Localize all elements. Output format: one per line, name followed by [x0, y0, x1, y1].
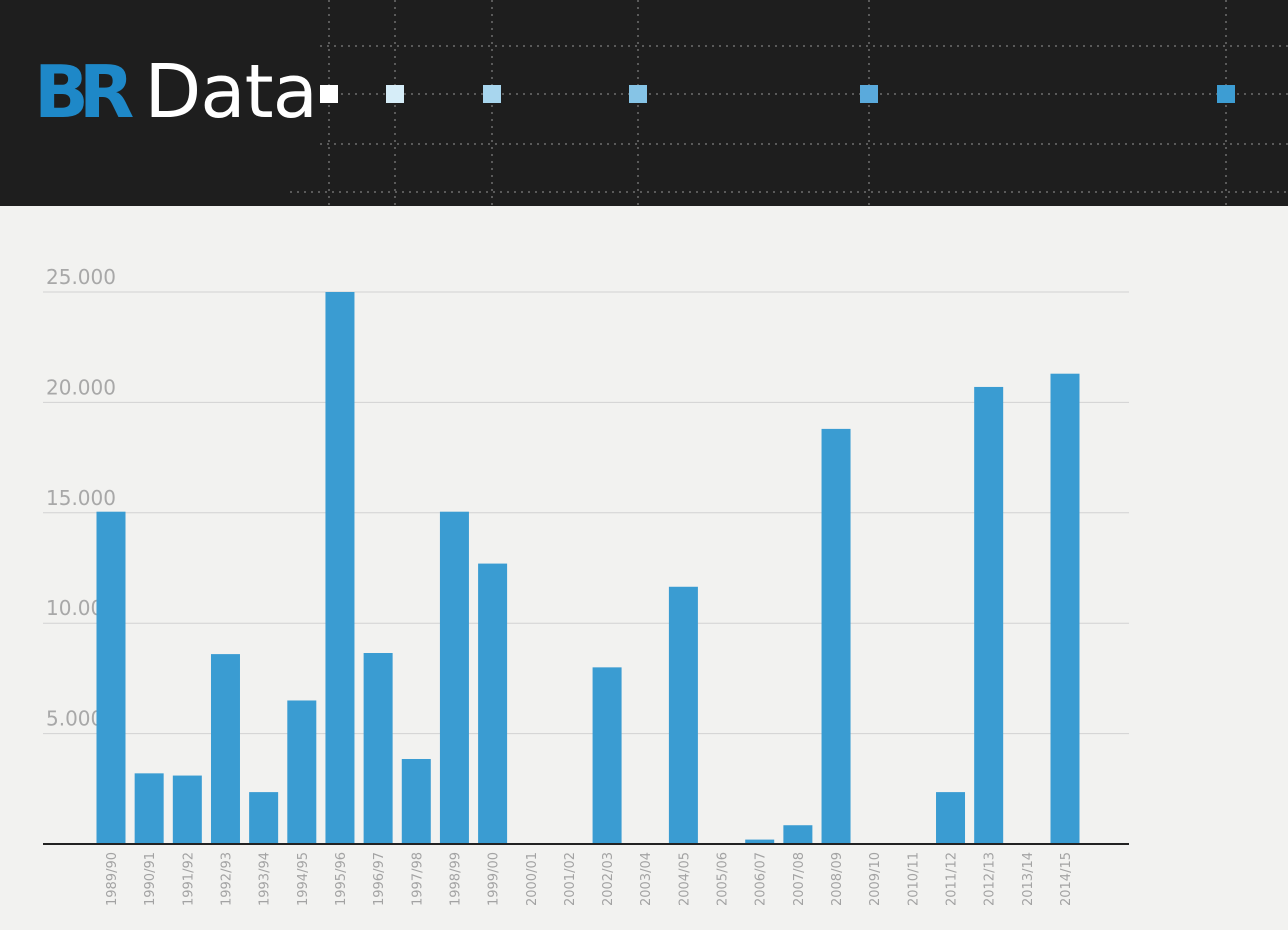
x-tick-label: 2013/14	[1021, 852, 1036, 906]
logo-br: BR	[34, 50, 134, 134]
x-tick-label: 2002/03	[601, 852, 616, 906]
bar-2007-08	[783, 825, 813, 844]
bar-1998-99	[439, 511, 469, 844]
header-banner: BR Data	[0, 0, 1288, 206]
x-tick-label: 1994/95	[296, 852, 311, 906]
x-tick-label: 1991/92	[181, 852, 196, 906]
bar-2011-12	[936, 792, 966, 844]
bar-1991-92	[172, 775, 202, 844]
bar-2002-03	[592, 667, 622, 844]
header-marker	[483, 85, 501, 103]
y-tick-label: 25.000	[46, 265, 116, 289]
bar-1996-97	[363, 653, 393, 844]
x-tick-label: 1995/96	[334, 852, 349, 906]
y-tick-label: 20.000	[46, 375, 116, 399]
x-tick-label: 2005/06	[716, 852, 731, 906]
header-marker	[629, 85, 647, 103]
bar-1997-98	[401, 758, 431, 844]
x-tick-label: 2014/15	[1059, 852, 1074, 906]
x-tick-label: 1998/99	[448, 852, 463, 906]
x-tick-label: 2003/04	[639, 852, 654, 906]
x-tick-label: 2011/12	[945, 852, 960, 906]
header-marker	[386, 85, 404, 103]
x-tick-label: 1993/94	[258, 852, 273, 906]
y-tick-label: 15.000	[46, 486, 116, 510]
x-tick-label: 2004/05	[677, 852, 692, 906]
x-tick-label: 2006/07	[754, 852, 769, 906]
x-tick-label: 2001/02	[563, 852, 578, 906]
x-tick-label: 1989/90	[105, 852, 120, 906]
x-tick-label: 1996/97	[372, 852, 387, 906]
x-tick-label: 2012/13	[983, 852, 998, 906]
x-tick-label: 2000/01	[525, 852, 540, 906]
x-tick-label: 1990/91	[143, 852, 158, 906]
x-tick-label: 2010/11	[906, 852, 921, 906]
logo-data: Data	[144, 49, 318, 135]
x-tick-label: 2007/08	[792, 852, 807, 906]
bar-1990-91	[134, 773, 164, 844]
x-tick-label: 1997/98	[410, 852, 425, 906]
bar-2014-15	[1050, 373, 1080, 844]
bar-2008-09	[821, 428, 851, 844]
header-marker	[860, 85, 878, 103]
bar-2006-07	[745, 839, 775, 844]
bar-2012-13	[974, 386, 1004, 844]
bar-1994-95	[287, 700, 317, 844]
bar-1993-94	[249, 792, 279, 844]
x-tick-label: 2008/09	[830, 852, 845, 906]
header-marker	[1217, 85, 1235, 103]
y-tick-label: 5.000	[46, 707, 103, 731]
x-tick-label: 1992/93	[219, 852, 234, 906]
header-marker	[320, 85, 338, 103]
bar-1989-90	[96, 511, 126, 844]
x-tick-label: 2009/10	[868, 852, 883, 906]
bar-1995-96	[325, 292, 355, 844]
x-tick-label: 1999/00	[487, 852, 502, 906]
bar-2004-05	[668, 586, 698, 844]
bar-1992-93	[210, 654, 240, 844]
bar-1999-00	[478, 563, 508, 844]
dotted-grid-decoration	[290, 0, 1288, 206]
br-data-logo: BR Data	[34, 49, 318, 135]
